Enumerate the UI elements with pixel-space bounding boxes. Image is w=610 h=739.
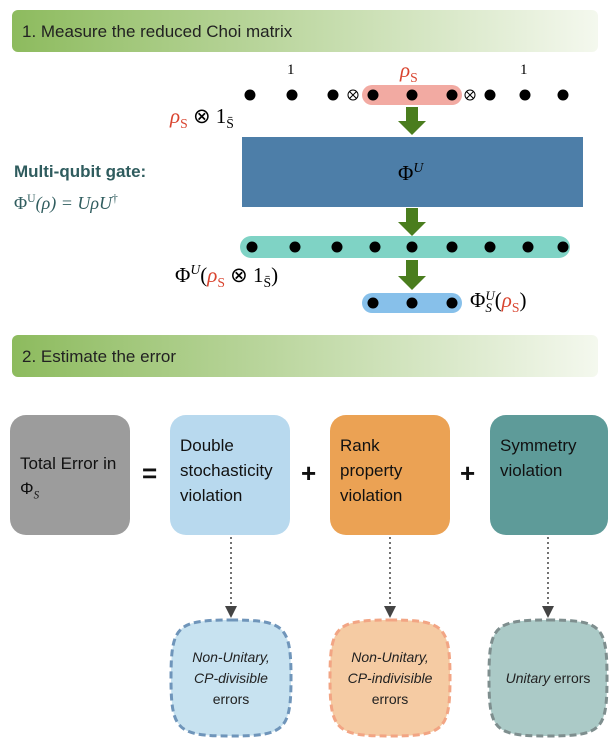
component-box <box>330 415 450 535</box>
superscript: U <box>27 192 36 205</box>
banner-2 <box>12 335 598 377</box>
gate-symbol: ΦU <box>398 160 423 186</box>
qubits-reduced <box>367 297 458 309</box>
step-title: 2. Estimate the error <box>22 347 177 366</box>
error-blobs <box>169 618 609 738</box>
symbol: ρ <box>501 288 512 312</box>
gate-block <box>242 137 583 207</box>
tensor-symbols <box>347 89 476 101</box>
qubits-top <box>244 89 569 101</box>
paren: ) <box>519 288 527 312</box>
total-box <box>10 415 130 535</box>
symbol: Φ <box>14 193 28 213</box>
symbol: ρ <box>207 263 218 287</box>
plus: + <box>301 458 317 488</box>
subscript: S <box>33 489 40 502</box>
text: errors <box>371 690 409 707</box>
banner-1 <box>12 10 598 52</box>
rho-label: ρS <box>400 58 418 86</box>
formula: (ρ) = UρU <box>35 193 113 213</box>
identity-label: 1 <box>287 62 295 78</box>
error-label: Unitary errors <box>489 620 607 736</box>
input-label: ρS ⊗ 1S̄ <box>170 104 234 132</box>
gate-title: Multi-qubit gate: <box>14 162 147 181</box>
dotted-arrows <box>225 537 554 618</box>
superscript: U <box>485 288 495 304</box>
subscript: S <box>180 116 188 132</box>
component-label: Symmetry violation <box>500 436 577 480</box>
plus: + <box>460 458 476 488</box>
superscript: U <box>190 262 201 277</box>
qubits-output <box>246 241 569 253</box>
symbol: ρ <box>170 104 181 128</box>
subscript: S̄ <box>263 275 272 291</box>
subscript: S <box>217 275 225 291</box>
identity-label: 1 <box>520 62 528 78</box>
gate-formula: ΦU(ρ) = UρU† <box>14 192 118 214</box>
component-box <box>490 415 608 535</box>
component-box <box>170 415 290 535</box>
operator: ⊗ 1 <box>224 263 264 287</box>
component-label: Rank property violation <box>340 436 403 505</box>
component-label: Double stochasticity violation <box>180 436 273 505</box>
symbol: ρ <box>400 58 411 82</box>
output-pill <box>240 236 570 258</box>
total-label: Total Error in ΦS <box>10 415 130 535</box>
step-title: 1. Measure the reduced Choi matrix <box>22 22 293 41</box>
symbol: Φ <box>175 263 191 287</box>
reduced-label: Φ U S (ρS) <box>470 288 526 316</box>
equals: = <box>142 458 158 488</box>
text: errors <box>212 690 250 707</box>
text: errors <box>553 669 591 686</box>
subscript: S <box>485 300 492 316</box>
error-label: Non-Unitary, CP-divisible errors <box>171 620 291 736</box>
subscript: S̄ <box>226 116 234 132</box>
text: Total Error in Φ <box>20 454 117 498</box>
error-label: Non-Unitary, CP-indivisible errors <box>330 620 450 736</box>
subscript: S <box>410 70 418 86</box>
italic-text: Non-Unitary, CP-divisible <box>192 648 270 686</box>
superscript: U <box>413 160 424 175</box>
paren: ( <box>494 288 502 312</box>
paren: ( <box>200 263 208 287</box>
paren: ) <box>271 263 279 287</box>
italic-text: Non-Unitary, CP-indivisible <box>347 648 433 686</box>
subscript: S <box>511 300 520 316</box>
arrows <box>398 107 426 290</box>
italic-text: Unitary <box>505 669 550 686</box>
superscript: † <box>112 192 118 205</box>
operator: ⊗ 1 <box>192 104 227 128</box>
symbol: Φ <box>398 161 414 185</box>
symbol: Φ <box>470 288 486 312</box>
output-label: ΦU(ρS ⊗ 1S̄) <box>175 262 278 291</box>
